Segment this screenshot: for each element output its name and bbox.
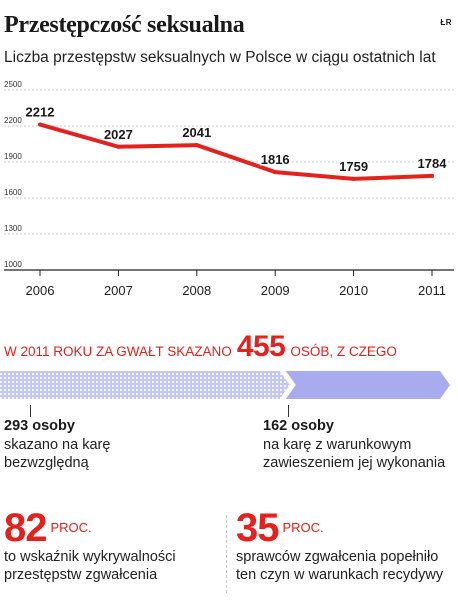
split-arrow-bar <box>0 371 450 399</box>
data-label: 2212 <box>26 105 55 120</box>
data-label: 2027 <box>104 127 133 142</box>
split-left-line1: skazano na karę <box>4 437 111 453</box>
split-marker-left <box>30 405 31 417</box>
data-point <box>38 122 42 127</box>
stat-detection-line2: przestępstw zgwałcenia <box>4 567 158 583</box>
data-label: 1759 <box>339 159 368 174</box>
y-axis-ticks: 1000 1300 1600 1900 2200 2500 <box>4 80 22 269</box>
stats-divider <box>226 515 227 593</box>
chart-grid <box>4 89 454 271</box>
data-label: 1784 <box>418 156 448 171</box>
x-tick-label: 2009 <box>261 283 290 298</box>
stat-detection-line1: to wskaźnik wykrywalności <box>4 549 176 565</box>
chart-series <box>38 122 434 181</box>
data-label: 1816 <box>261 152 290 167</box>
y-tick-label: 1600 <box>4 188 22 197</box>
x-tick-label: 2008 <box>182 283 211 298</box>
x-tick-label: 2010 <box>339 283 368 298</box>
split-marker-right <box>288 405 289 417</box>
data-point <box>430 173 434 178</box>
x-axis-ticks: 2006 2007 2008 2009 2010 2011 <box>26 270 446 298</box>
source-credit: ŁR <box>440 18 452 27</box>
y-tick-label: 1900 <box>4 152 22 161</box>
bar-segment-suspended <box>285 371 450 399</box>
banner-text-before: W 2011 roku za gwałt skazano <box>4 344 232 359</box>
stat-recidivism-line2: ten czyn w warunkach recydywy <box>236 567 444 583</box>
stat-recidivism: 35 PROC. <box>236 508 324 548</box>
x-tick-label: 2006 <box>26 283 55 298</box>
x-tick-label: 2011 <box>418 283 446 298</box>
split-right-count: 162 osoby <box>263 418 334 434</box>
split-right-line2: zawieszeniem jej wykonania <box>263 455 446 471</box>
data-point <box>194 143 199 148</box>
sentencing-banner: W 2011 roku za gwałt skazano 455 osób, z… <box>4 330 397 364</box>
y-tick-label: 2200 <box>4 116 22 125</box>
data-point <box>273 170 278 175</box>
data-point <box>351 176 356 181</box>
split-left-count: 293 osoby <box>4 418 75 434</box>
stat-detection: 82 PROC. <box>4 508 92 548</box>
data-point <box>116 144 121 149</box>
y-tick-label: 2500 <box>4 80 22 89</box>
stat-detection-number: 82 <box>4 506 47 550</box>
page-title: Przestępczość seksualna <box>4 12 245 38</box>
bar-segment-unconditional <box>0 371 290 399</box>
chart-subtitle: Liczba przestępstw seksualnych w Polsce … <box>4 49 436 66</box>
stat-recidivism-number: 35 <box>236 506 279 550</box>
data-label: 2041 <box>182 125 211 140</box>
banner-number: 455 <box>236 330 286 363</box>
data-labels: 2212 2027 2041 1816 1759 1784 <box>24 103 449 175</box>
series-line <box>38 122 434 181</box>
stat-detection-unit: PROC. <box>50 520 92 535</box>
split-left-line2: bezwzględną <box>4 455 89 471</box>
banner-text-after: osób, z czego <box>290 344 397 359</box>
stat-recidivism-line1: sprawców zgwałcenia popełniło <box>236 549 439 565</box>
split-right-line1: na karę z warunkowym <box>263 437 412 453</box>
y-tick-label: 1300 <box>4 224 22 233</box>
y-tick-label: 1000 <box>4 260 22 269</box>
x-tick-label: 2007 <box>104 283 133 298</box>
stat-recidivism-unit: PROC. <box>282 520 324 535</box>
